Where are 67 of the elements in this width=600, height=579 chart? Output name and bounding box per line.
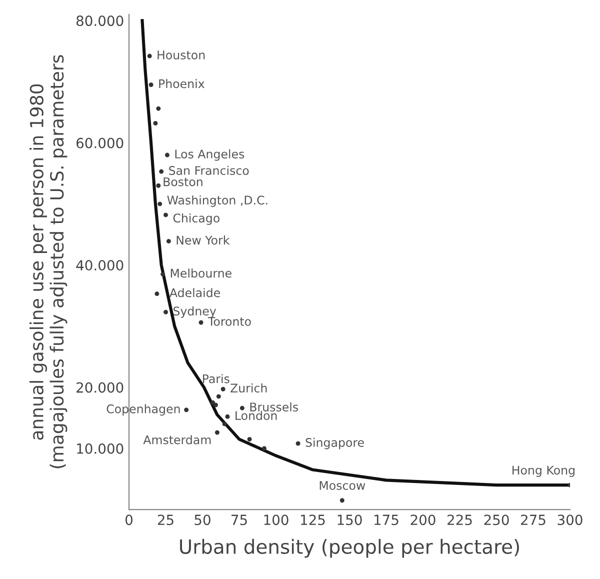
data-label: Boston [164,177,202,186]
y-tick-label: 20.000 [76,382,124,393]
data-label: Hong Kong [512,466,574,477]
data-label: London [236,410,277,420]
point [296,441,300,446]
point [160,272,166,276]
point [166,238,171,244]
point [213,402,218,408]
point [159,169,164,174]
data-label: Moscow [320,481,366,490]
x-tick-label: 125 [301,514,325,526]
x-tick-label: 175 [374,514,398,526]
data-label: Chicago [173,213,220,225]
point [156,106,161,111]
data-label: Singapore [306,438,364,450]
point [148,82,154,88]
data-label: Adelaide [170,288,220,298]
data-label: Los Angeles [175,149,244,161]
y-axis-title: annual gasoline use per person in 1980 (magajoules fully adjusted to U.S. parameters [30,55,68,468]
point [184,408,189,412]
point [154,292,160,296]
y-tick-label: 80.000 [76,16,124,26]
x-tick-label: 0 [125,514,132,526]
data-label: Amsterdam [143,435,211,444]
data-label: New York [176,236,230,245]
x-tick-label: 250 [484,514,509,526]
point [225,414,230,419]
point [198,320,204,325]
data-label: Houston [158,50,205,60]
point [156,183,161,188]
x-tick-label: 300 [558,514,582,526]
point [247,436,252,442]
data-label: Washington ,D.C. [167,195,268,207]
x-tick-label: 150 [338,514,362,526]
data-label: Zurich [230,383,267,393]
point [220,386,226,392]
data-label: Phoenix [159,79,204,88]
y-tick-label: 60.000 [76,138,124,148]
data-label: Paris [203,374,230,384]
point [222,422,227,426]
x-axis-title: Urban density (people per hectare) [180,538,519,558]
data-label: Brussels [250,402,298,412]
point [164,310,168,314]
x-tick-label: 25 [158,514,174,526]
point [240,406,244,410]
x-tick-label: 275 [521,514,546,526]
x-tick-label: 75 [232,514,247,526]
point [164,212,168,218]
y-tick-label: 40.000 [76,260,124,271]
x-tick-label: 50 [194,514,210,526]
data-label: Melbourne [170,268,232,278]
point [158,202,162,206]
x-tick-label: 100 [264,514,288,526]
x-tick-label: 225 [448,514,472,526]
point [164,152,170,158]
point [153,121,158,126]
point [214,430,220,435]
data-label: Sydney [173,306,216,318]
point [210,400,216,405]
point [340,498,344,503]
point [216,394,221,399]
x-tick-label: 200 [410,514,436,526]
y-tick-label: 10.000 [77,443,124,454]
data-label: San Francisco [169,166,249,175]
data-label: Toronto [208,317,251,326]
point [262,446,266,451]
point [147,54,152,58]
